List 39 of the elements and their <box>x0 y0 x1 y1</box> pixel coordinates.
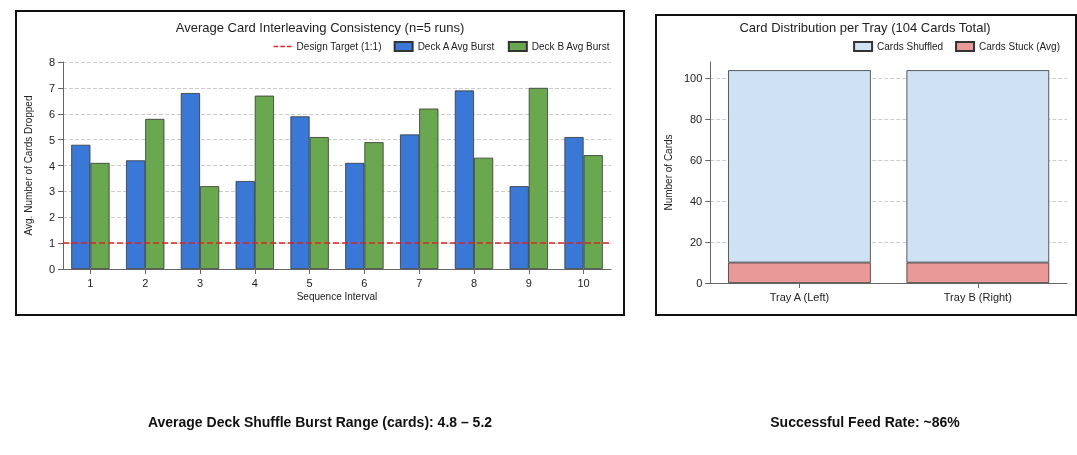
y-tick-label: 3 <box>48 185 55 198</box>
legend-label: Cards Shuffled <box>877 41 944 52</box>
y-tick-label: 40 <box>690 195 703 208</box>
text: Average Deck Shuffle Burst Range (cards): 4.8 – 5.2 <box>147 414 493 430</box>
y-axis-title: Number of Cards <box>662 134 674 211</box>
legend-label: Deck A Avg Burst <box>417 41 495 52</box>
y-tick-label: 0 <box>696 277 703 289</box>
y-tick-label: 7 <box>48 81 55 94</box>
y-tick-label: 0 <box>48 263 55 275</box>
x-tick-label: 9 <box>525 276 532 289</box>
y-tick-label: 2 <box>48 211 55 224</box>
x-tick-label: 3 <box>196 276 204 289</box>
x-tick-label: 4 <box>251 276 258 289</box>
y-tick-label: 100 <box>683 72 703 85</box>
y-tick-label: 1 <box>48 237 55 250</box>
y-tick-label: 8 <box>48 56 55 68</box>
x-tick-label: Tray A (Left) <box>769 290 830 303</box>
x-tick-label: 5 <box>306 276 313 289</box>
x-tick-label: 6 <box>361 276 368 289</box>
text: Successful Feed Rate: ~86% <box>770 414 961 430</box>
legend-label: Cards Stuck (Avg) <box>979 41 1060 52</box>
y-tick-label: 4 <box>48 159 55 172</box>
y-axis-title: Avg. Number of Cards Dropped <box>22 95 34 236</box>
x-tick-label: 1 <box>87 276 94 289</box>
x-tick-label: 10 <box>577 276 590 289</box>
legend-label: Design Target (1:1) <box>296 41 382 52</box>
y-tick-label: 5 <box>48 133 55 146</box>
x-tick-label: Tray B (Right) <box>943 290 1012 303</box>
chart-title: Average Card Interleaving Consistency (n=5 runs) <box>175 20 465 35</box>
y-tick-label: 6 <box>48 107 55 120</box>
legend-label: Deck B Avg Burst <box>531 41 610 52</box>
x-axis-title: Sequence Interval <box>296 290 378 302</box>
x-tick-label: 7 <box>416 276 423 289</box>
chart-title: Card Distribution per Tray (104 Cards Total) <box>739 20 991 35</box>
x-tick-label: 2 <box>142 276 149 289</box>
y-tick-label: 60 <box>690 154 703 167</box>
y-tick-label: 80 <box>690 113 703 126</box>
x-tick-label: 8 <box>470 276 478 289</box>
y-tick-label: 20 <box>690 236 703 249</box>
